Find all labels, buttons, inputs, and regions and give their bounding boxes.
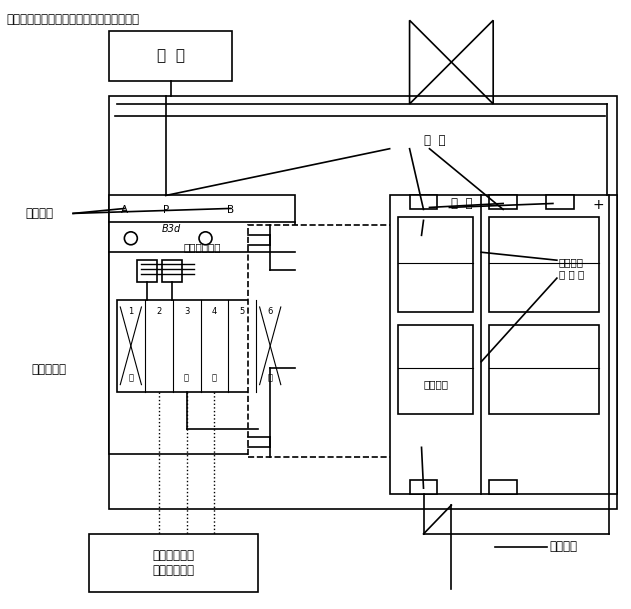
Bar bbox=[546, 195, 574, 209]
Text: 关: 关 bbox=[268, 373, 273, 382]
Bar bbox=[489, 480, 517, 494]
Bar bbox=[117, 300, 284, 392]
Text: 双缸式气动带手动模式闸阀系统控制原理图: 双缸式气动带手动模式闸阀系统控制原理图 bbox=[6, 13, 139, 26]
Bar bbox=[162, 260, 182, 282]
Bar bbox=[249, 225, 422, 457]
Text: 开: 开 bbox=[184, 373, 189, 382]
Text: 关: 关 bbox=[128, 373, 133, 382]
Bar bbox=[489, 195, 517, 209]
Text: 防爆软管: 防爆软管 bbox=[423, 379, 449, 390]
Bar bbox=[398, 217, 473, 312]
Text: 电磁气阀线圈: 电磁气阀线圈 bbox=[183, 242, 221, 252]
Bar bbox=[489, 325, 599, 415]
Text: 2: 2 bbox=[156, 308, 162, 317]
Bar bbox=[398, 325, 473, 415]
Text: 3: 3 bbox=[184, 308, 189, 317]
Text: 1: 1 bbox=[128, 308, 134, 317]
Bar bbox=[390, 195, 616, 494]
Text: 6: 6 bbox=[268, 308, 273, 317]
Text: 防爆控制箱: 防爆控制箱 bbox=[32, 363, 67, 376]
Text: 控制信号输出
回讯信号输入: 控制信号输出 回讯信号输入 bbox=[153, 549, 194, 577]
Text: 手控按钮: 手控按钮 bbox=[25, 207, 53, 220]
Text: 气  缆: 气 缆 bbox=[451, 197, 472, 210]
Text: 气  管: 气 管 bbox=[423, 134, 445, 147]
Text: 开: 开 bbox=[212, 373, 217, 382]
Text: 4: 4 bbox=[212, 308, 217, 317]
Bar bbox=[410, 195, 437, 209]
Text: 气动闸阀: 气动闸阀 bbox=[549, 540, 577, 554]
Bar bbox=[489, 217, 599, 312]
Bar bbox=[109, 31, 232, 81]
Text: P: P bbox=[163, 205, 169, 216]
Text: A: A bbox=[121, 205, 129, 216]
Text: B: B bbox=[227, 205, 234, 216]
Text: 5: 5 bbox=[240, 308, 245, 317]
Bar bbox=[410, 480, 437, 494]
Text: 防爆阀位
回 讯 器: 防爆阀位 回 讯 器 bbox=[559, 258, 584, 279]
Text: 气  源: 气 源 bbox=[156, 49, 185, 63]
Bar bbox=[109, 195, 295, 454]
Bar bbox=[89, 534, 258, 592]
Bar bbox=[137, 260, 156, 282]
Bar bbox=[109, 96, 616, 509]
Text: B3d: B3d bbox=[162, 224, 181, 234]
Text: +: + bbox=[593, 199, 604, 213]
